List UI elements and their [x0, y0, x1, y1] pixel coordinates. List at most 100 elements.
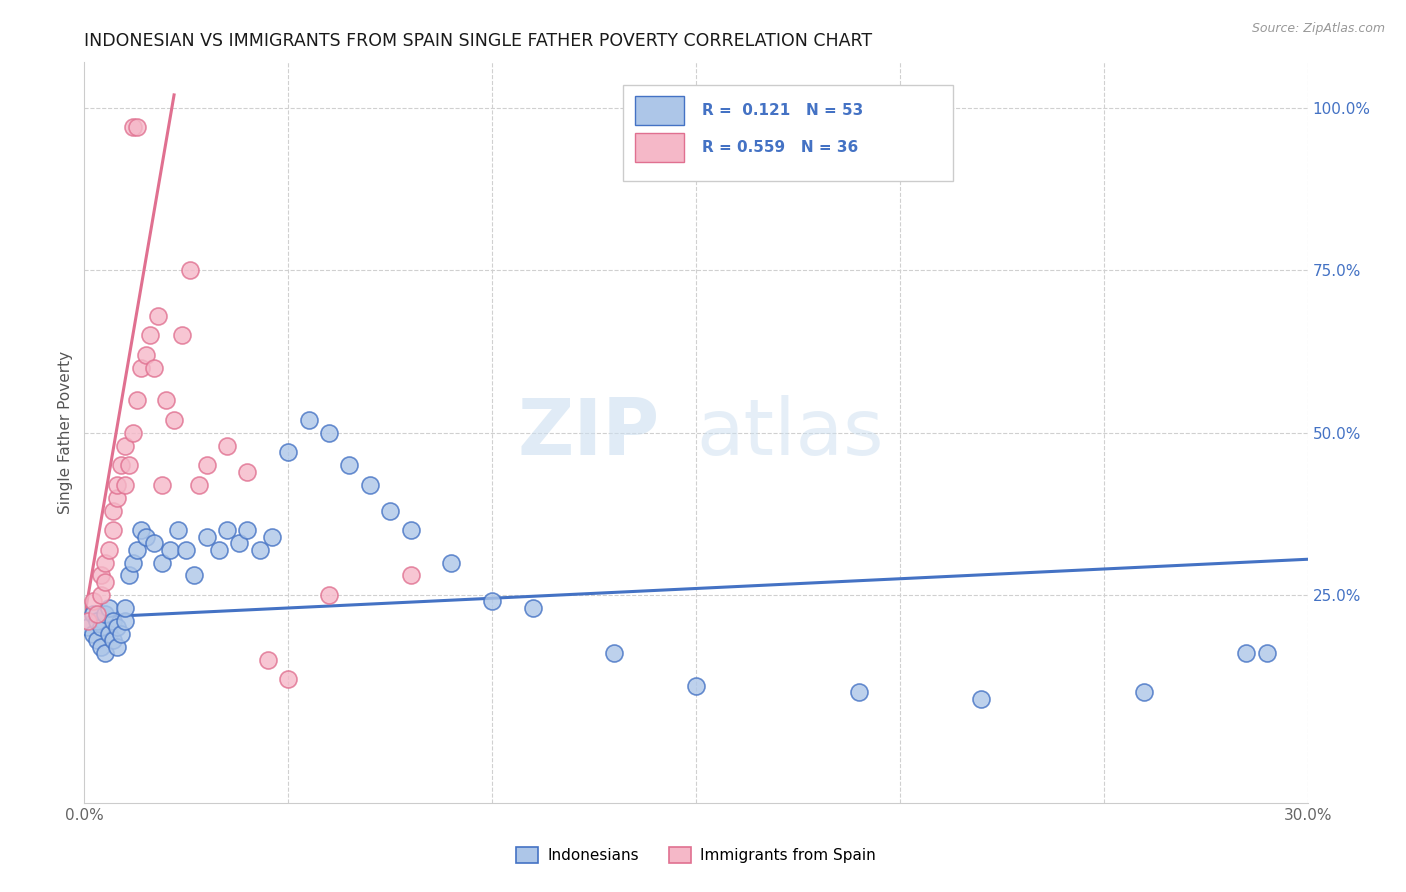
Point [179, 263, 201, 277]
Point [127, 542, 149, 557]
Point [86, 614, 108, 628]
Point [118, 458, 141, 472]
Point [163, 412, 186, 426]
Point [155, 393, 177, 408]
Point [217, 523, 239, 537]
Text: Source: ZipAtlas.com: Source: ZipAtlas.com [1251, 22, 1385, 36]
Point [236, 465, 259, 479]
Point [122, 120, 145, 135]
Point [114, 439, 136, 453]
Point [97, 542, 120, 557]
Point [122, 425, 145, 440]
Point [172, 328, 194, 343]
Point [101, 633, 124, 648]
Point [114, 601, 136, 615]
Point [249, 542, 271, 557]
Point [97, 627, 120, 641]
Point [82, 607, 104, 622]
Point [318, 588, 340, 602]
Point [105, 491, 128, 505]
FancyBboxPatch shape [636, 95, 683, 126]
Point [105, 640, 128, 654]
Legend: Indonesians, Immigrants from Spain: Indonesians, Immigrants from Spain [510, 841, 882, 869]
Point [93, 574, 115, 589]
Point [399, 523, 422, 537]
Text: R =  0.121   N = 53: R = 0.121 N = 53 [702, 103, 863, 118]
Point [187, 477, 209, 491]
Point [135, 529, 157, 543]
Point [848, 685, 870, 699]
Point [93, 556, 115, 570]
Point [142, 536, 165, 550]
Point [339, 458, 361, 472]
Point [105, 620, 128, 634]
Point [105, 477, 128, 491]
Point [603, 647, 626, 661]
Point [118, 568, 141, 582]
Text: atlas: atlas [696, 394, 883, 471]
Point [318, 425, 340, 440]
Point [122, 556, 145, 570]
Point [77, 620, 100, 634]
Point [86, 607, 108, 622]
Point [82, 594, 104, 608]
Point [90, 640, 112, 654]
Point [195, 529, 218, 543]
Point [110, 458, 132, 472]
Text: R = 0.559   N = 36: R = 0.559 N = 36 [702, 140, 858, 155]
Point [90, 588, 112, 602]
Point [167, 523, 190, 537]
Point [93, 607, 115, 622]
Y-axis label: Single Father Poverty: Single Father Poverty [58, 351, 73, 514]
Point [150, 556, 173, 570]
Point [228, 536, 250, 550]
Point [440, 556, 463, 570]
Point [127, 393, 149, 408]
Point [114, 477, 136, 491]
Point [399, 568, 422, 582]
Point [110, 627, 132, 641]
Point [174, 542, 197, 557]
Point [97, 601, 120, 615]
Point [82, 627, 104, 641]
Text: INDONESIAN VS IMMIGRANTS FROM SPAIN SINGLE FATHER POVERTY CORRELATION CHART: INDONESIAN VS IMMIGRANTS FROM SPAIN SING… [84, 32, 873, 50]
Point [93, 647, 115, 661]
Point [522, 601, 544, 615]
Point [298, 412, 321, 426]
Point [150, 477, 173, 491]
Point [236, 523, 259, 537]
FancyBboxPatch shape [636, 133, 683, 162]
Point [127, 120, 149, 135]
Point [77, 614, 100, 628]
Point [1236, 647, 1258, 661]
Point [138, 328, 160, 343]
Point [380, 503, 402, 517]
Point [1256, 647, 1278, 661]
Point [685, 679, 707, 693]
Point [101, 503, 124, 517]
Point [131, 360, 153, 375]
Point [260, 529, 283, 543]
Point [359, 477, 381, 491]
Text: ZIP: ZIP [517, 394, 659, 471]
Point [101, 614, 124, 628]
FancyBboxPatch shape [623, 85, 953, 181]
Point [277, 445, 299, 459]
Point [86, 633, 108, 648]
Point [90, 620, 112, 634]
Point [217, 439, 239, 453]
Point [183, 568, 205, 582]
Point [481, 594, 503, 608]
Point [277, 673, 299, 687]
Point [159, 542, 181, 557]
Point [208, 542, 231, 557]
Point [114, 614, 136, 628]
Point [90, 568, 112, 582]
Point [142, 360, 165, 375]
Point [146, 309, 169, 323]
Point [195, 458, 218, 472]
Point [257, 653, 280, 667]
Point [1133, 685, 1156, 699]
Point [135, 348, 157, 362]
Point [131, 523, 153, 537]
